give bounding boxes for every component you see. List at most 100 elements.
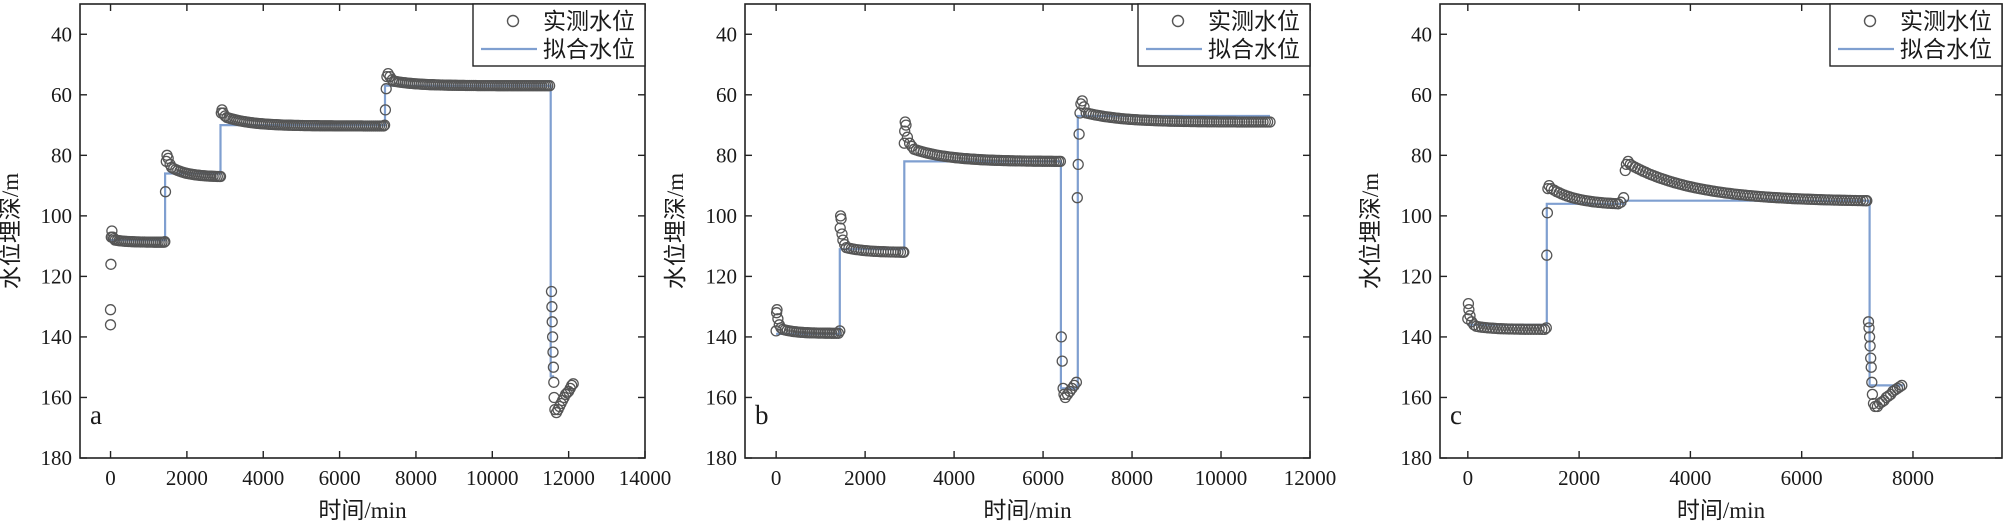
measured-point (104, 304, 117, 316)
measured-point (1071, 192, 1083, 204)
panel-letter: b (755, 400, 769, 430)
measured-point (566, 379, 578, 392)
y-axis-title: 水位埋深/m (0, 173, 23, 289)
y-tick-label: 40 (716, 22, 737, 46)
measured-point (1519, 323, 1532, 335)
y-tick-label: 120 (1401, 264, 1433, 288)
legend-label-fitted: 拟合水位 (543, 37, 635, 62)
measured-point (567, 378, 579, 390)
x-tick-label: 0 (105, 466, 116, 490)
y-tick-label: 180 (41, 446, 73, 470)
measured-point (543, 80, 556, 92)
measured-point (1468, 319, 1480, 331)
measured-point (1893, 381, 1906, 393)
x-tick-label: 2000 (166, 466, 208, 490)
measured-point (1865, 361, 1877, 373)
y-tick-label: 140 (1401, 325, 1433, 349)
y-tick-label: 60 (1411, 83, 1432, 107)
x-tick-label: 2000 (844, 466, 886, 490)
measured-point (547, 361, 560, 373)
measured-point (1503, 323, 1515, 335)
y-tick-label: 80 (1411, 143, 1432, 167)
x-axis-title: 时间/min (1677, 498, 1766, 523)
measured-point (382, 67, 394, 80)
measured-point (1866, 376, 1878, 388)
chart-panel-a: 0 2000 4000 6000 8000 10000 12000 14000 40 60 80 10… (0, 3, 671, 523)
measured-point (1861, 195, 1873, 207)
y-tick-label: 140 (706, 325, 738, 349)
plot-area (1462, 155, 1908, 413)
x-tick-label: 0 (771, 466, 782, 490)
y-tick-label: 100 (706, 204, 738, 228)
chart-panel-b: 0 2000 4000 6000 8000 10000 12000 40 60 80 100 120 1… (663, 3, 1337, 523)
measured-point (1074, 107, 1086, 119)
y-tick-label: 180 (1401, 446, 1433, 470)
fitted-water-level-line (1467, 199, 1904, 387)
legend-box (1829, 3, 2003, 67)
measured-point (1863, 331, 1876, 343)
panel-letter: a (90, 400, 102, 430)
measured-point (546, 331, 559, 343)
measured-point (159, 186, 172, 198)
legend-marker-measured (1171, 14, 1185, 28)
legend-label-measured: 实测水位 (543, 9, 635, 34)
x-tick-label: 8000 (395, 466, 437, 490)
y-tick-label: 40 (51, 22, 72, 46)
measured-point (214, 170, 227, 183)
x-tick-label: 8000 (1892, 466, 1934, 490)
measured-point (546, 316, 558, 328)
measured-point (1463, 304, 1475, 316)
measured-point (1056, 355, 1068, 367)
measured-point (1070, 376, 1083, 388)
measured-point (379, 104, 392, 116)
measured-point (1865, 352, 1877, 364)
legend-marker-measured (1863, 14, 1877, 28)
measured-point (104, 319, 117, 331)
measured-point (834, 222, 846, 234)
panel-letter: c (1450, 400, 1462, 430)
measured-point (159, 235, 171, 248)
measured-point (1264, 116, 1276, 128)
measured-point (899, 125, 911, 137)
y-tick-label: 180 (706, 446, 738, 470)
plot-frame (744, 3, 1311, 459)
x-tick-label: 10000 (466, 466, 519, 490)
x-tick-label: 12000 (1284, 466, 1337, 490)
measured-point (378, 119, 391, 131)
measured-point (1617, 192, 1630, 204)
x-tick-label: 6000 (319, 466, 361, 490)
y-tick-label: 60 (716, 83, 737, 107)
legend-label-fitted: 拟合水位 (1208, 37, 1300, 62)
measured-point (1525, 323, 1537, 335)
y-tick-label: 120 (41, 264, 73, 288)
legend-label-measured: 实测水位 (1900, 9, 1992, 34)
measured-point (834, 325, 846, 337)
y-tick-label: 160 (706, 385, 738, 409)
measured-point (1068, 379, 1080, 392)
measured-point (1076, 95, 1088, 107)
legend-label-fitted: 拟合水位 (1900, 37, 1992, 62)
y-tick-label: 40 (1411, 22, 1432, 46)
measured-point (836, 228, 848, 240)
measured-point (1522, 323, 1534, 335)
legend-box (1137, 3, 1311, 67)
measured-point (1896, 379, 1908, 392)
plot-frame (1439, 3, 2003, 459)
measured-point (1863, 322, 1875, 334)
measured-point (1541, 249, 1553, 261)
y-tick-label: 100 (1401, 204, 1433, 228)
x-tick-label: 0 (1463, 466, 1474, 490)
measured-point (1862, 316, 1875, 328)
measured-point (1864, 340, 1876, 352)
measured-point (898, 246, 910, 258)
measured-point (548, 376, 560, 388)
plot-area (770, 95, 1276, 404)
plot-frame (79, 3, 646, 459)
x-tick-label: 10000 (1195, 466, 1248, 490)
y-tick-label: 120 (706, 264, 738, 288)
plot-area (104, 67, 579, 419)
y-tick-label: 140 (41, 325, 73, 349)
measured-point (1073, 128, 1085, 140)
